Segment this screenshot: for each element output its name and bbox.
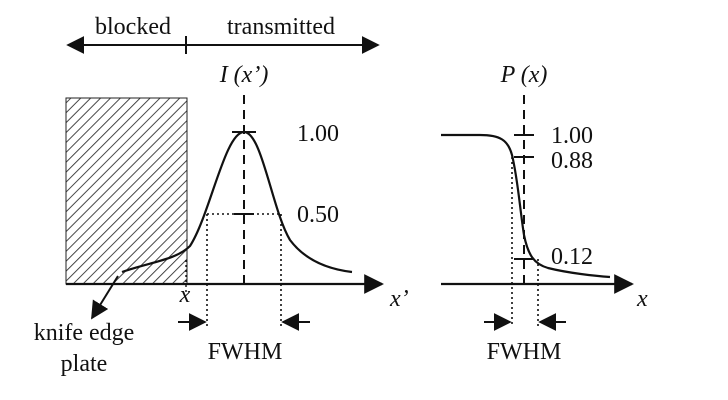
right-level-low: 0.12 [551,244,593,270]
left-plot: I (x’) 1.00 0.50 x x’ FWHM knife edge pl… [34,62,409,377]
transmitted-label: transmitted [227,14,335,40]
edge-position-label: x [179,282,191,308]
intensity-curve-label: I (x’) [219,62,269,88]
left-level-half: 0.50 [297,202,339,228]
region-indicator: blocked transmitted [66,14,380,54]
plate-pointer-arrow [91,275,119,320]
right-axis-label: x [636,286,648,312]
left-axis-label: x’ [389,286,409,312]
right-level-max: 1.00 [551,123,593,149]
plate-label-line2: plate [61,351,108,377]
plate-label-line1: knife edge [34,320,135,346]
right-level-high: 0.88 [551,148,593,174]
knife-edge-plate [65,97,188,285]
left-level-max: 1.00 [297,121,339,147]
blocked-label: blocked [95,14,171,40]
power-curve-label: P (x) [500,62,548,88]
right-fwhm-label: FWHM [487,339,562,365]
right-plot: P (x) 1.00 0.88 0.12 x FWHM [441,62,648,365]
left-fwhm-label: FWHM [208,339,283,365]
